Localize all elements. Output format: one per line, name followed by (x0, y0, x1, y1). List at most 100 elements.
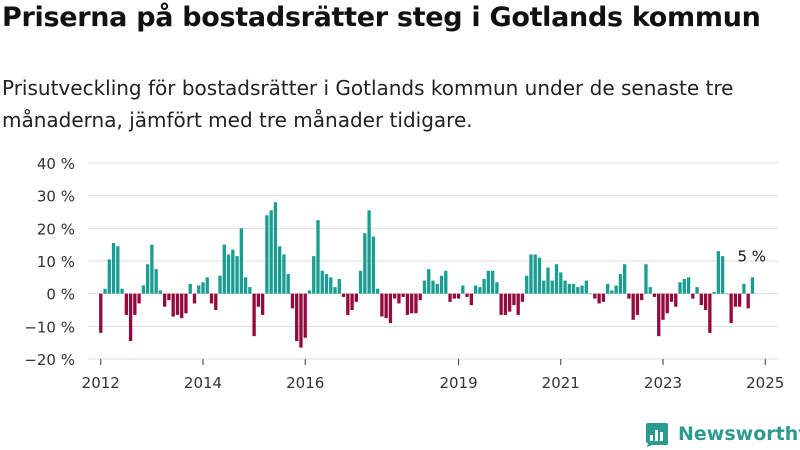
bar[interactable] (674, 293, 678, 307)
bar[interactable] (116, 246, 120, 294)
bar[interactable] (554, 264, 559, 294)
bar[interactable] (559, 272, 563, 294)
bar[interactable] (422, 280, 427, 294)
bar[interactable] (614, 285, 618, 294)
bar[interactable] (542, 280, 546, 294)
bar[interactable] (448, 293, 452, 302)
bar[interactable] (201, 282, 205, 294)
bar[interactable] (243, 277, 248, 294)
bar[interactable] (218, 275, 222, 294)
bar[interactable] (384, 293, 388, 319)
bar[interactable] (533, 254, 537, 294)
bar[interactable] (290, 293, 295, 309)
bar[interactable] (499, 293, 503, 315)
bar[interactable] (371, 236, 376, 294)
bar[interactable] (329, 277, 333, 294)
bar[interactable] (363, 233, 367, 294)
bar[interactable] (750, 277, 755, 294)
bar[interactable] (222, 244, 226, 294)
bar[interactable] (154, 269, 158, 294)
bar[interactable] (273, 202, 278, 294)
bar[interactable] (350, 293, 354, 310)
bar[interactable] (652, 293, 657, 297)
bar[interactable] (167, 293, 171, 301)
bar[interactable] (644, 264, 648, 294)
bar[interactable] (171, 293, 175, 317)
bar[interactable] (252, 293, 256, 337)
bar[interactable] (307, 290, 312, 294)
bar[interactable] (397, 293, 401, 304)
bar[interactable] (295, 293, 299, 342)
bar[interactable] (686, 277, 691, 294)
newsworthy-logo[interactable]: Newsworthy (644, 421, 800, 447)
bar[interactable] (716, 251, 721, 294)
bar[interactable] (103, 288, 107, 294)
bar[interactable] (503, 293, 508, 315)
bar[interactable] (682, 278, 686, 294)
bar[interactable] (465, 293, 469, 297)
bar[interactable] (427, 269, 431, 294)
bar[interactable] (490, 270, 495, 294)
bar[interactable] (239, 228, 243, 294)
bar[interactable] (631, 293, 635, 320)
bar[interactable] (380, 293, 384, 317)
bar[interactable] (567, 283, 571, 294)
bar[interactable] (333, 287, 337, 294)
bar[interactable] (260, 293, 265, 315)
bar[interactable] (738, 293, 742, 307)
bar[interactable] (597, 293, 601, 304)
bar[interactable] (278, 246, 282, 294)
bar[interactable] (354, 293, 358, 302)
bar[interactable] (746, 293, 750, 309)
bar[interactable] (648, 287, 652, 294)
bar[interactable] (209, 293, 214, 304)
bar[interactable] (205, 277, 209, 294)
bar[interactable] (699, 293, 703, 306)
bar[interactable] (248, 287, 252, 294)
bar[interactable] (418, 293, 422, 301)
bar[interactable] (537, 257, 542, 294)
bar[interactable] (720, 256, 725, 294)
bar[interactable] (669, 293, 674, 302)
bar[interactable] (111, 243, 116, 294)
bar[interactable] (584, 280, 588, 294)
bar[interactable] (482, 278, 486, 294)
bar[interactable] (192, 293, 197, 304)
bar[interactable] (571, 283, 576, 294)
bar[interactable] (725, 293, 729, 295)
bar[interactable] (691, 293, 695, 299)
bar[interactable] (661, 293, 665, 320)
bar[interactable] (303, 293, 307, 338)
bar[interactable] (508, 293, 512, 312)
bar[interactable] (512, 293, 516, 306)
bar[interactable] (324, 274, 329, 294)
bar[interactable] (550, 280, 554, 294)
bar[interactable] (708, 293, 712, 333)
bar[interactable] (546, 267, 550, 294)
bar[interactable] (346, 293, 350, 315)
bar[interactable] (375, 288, 380, 294)
bar[interactable] (393, 293, 397, 299)
bar[interactable] (388, 293, 393, 324)
bar[interactable] (657, 293, 661, 337)
bar[interactable] (120, 288, 124, 294)
bar[interactable] (605, 283, 610, 294)
bar[interactable] (358, 270, 363, 294)
bar[interactable] (576, 287, 580, 294)
bar[interactable] (439, 275, 444, 294)
bar[interactable] (337, 278, 341, 294)
bar[interactable] (256, 293, 261, 307)
bar[interactable] (141, 285, 146, 294)
bar[interactable] (640, 293, 644, 301)
bar[interactable] (414, 293, 418, 314)
bar[interactable] (341, 293, 346, 297)
bar[interactable] (299, 293, 303, 348)
bar[interactable] (401, 293, 405, 297)
bar[interactable] (529, 254, 533, 294)
bar[interactable] (124, 293, 128, 315)
bar[interactable] (312, 256, 316, 294)
bar[interactable] (435, 283, 439, 294)
bar[interactable] (665, 293, 669, 314)
bar[interactable] (623, 264, 627, 294)
bar[interactable] (214, 293, 218, 310)
